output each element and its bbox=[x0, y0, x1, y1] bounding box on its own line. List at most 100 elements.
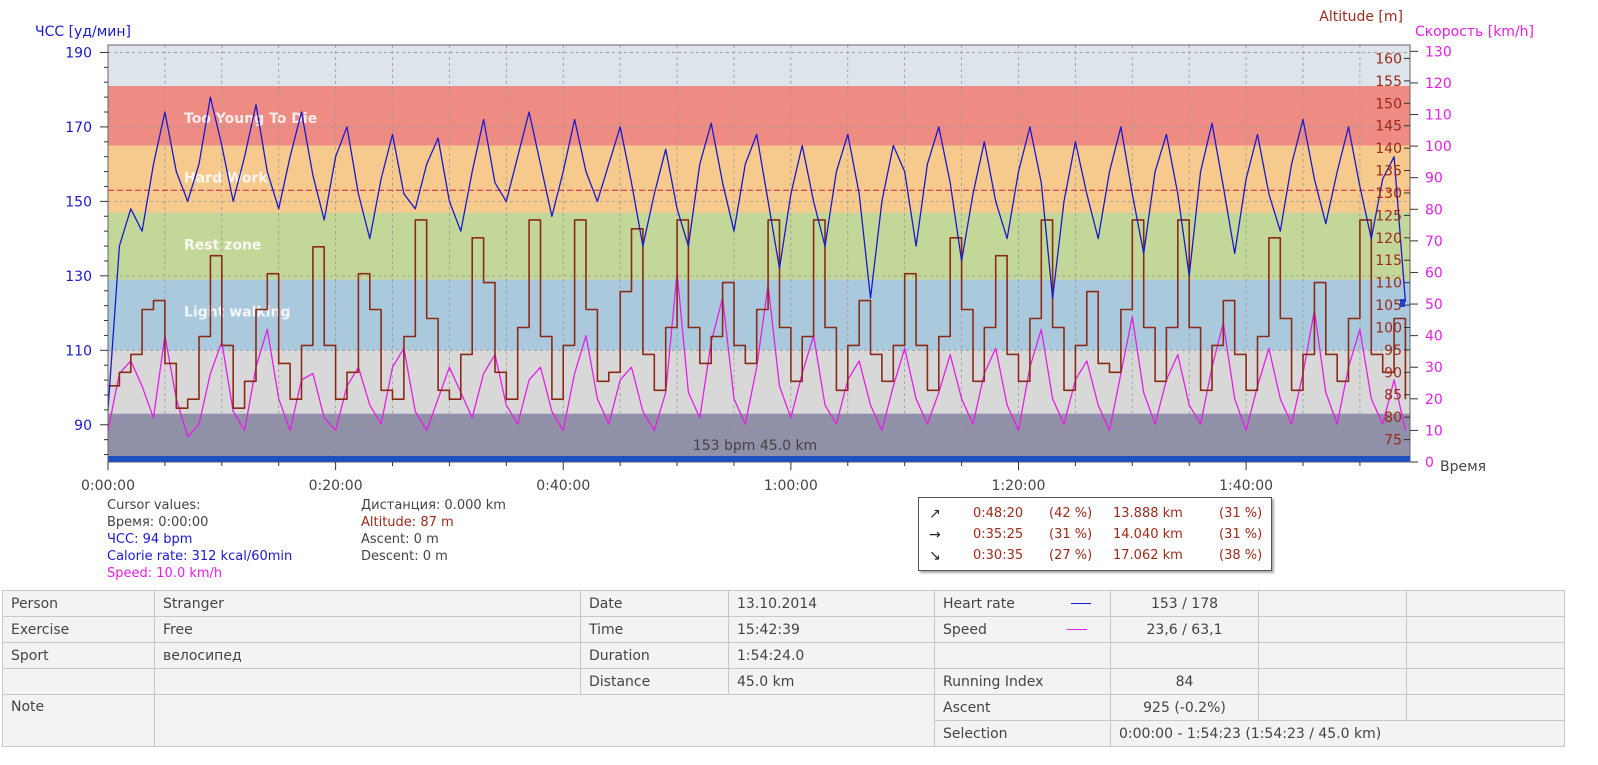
arrow-up-right-icon: ↗ bbox=[929, 506, 941, 522]
speed-tick-label: 120 bbox=[1425, 76, 1452, 92]
distance-value[interactable]: 45.0 km bbox=[728, 668, 935, 695]
speed-tick-label: 0 bbox=[1425, 455, 1434, 471]
empty-cell bbox=[1406, 616, 1565, 643]
duration-label: Duration bbox=[580, 642, 729, 669]
hr-axis-label: ЧСС [уд/мин] bbox=[35, 24, 131, 40]
hr-zones: Light walking Rest zone Hard Work Too Young… bbox=[108, 45, 1410, 462]
empty-cell bbox=[1258, 616, 1407, 643]
selection-label: Selection bbox=[934, 720, 1111, 747]
slope-row-up: ↗ 0:48:20 (42 %) 13.888 km (31 %) bbox=[919, 506, 1271, 526]
hr-zone bbox=[108, 212, 1410, 280]
table-row: Note Ascent 925 (-0.2%) bbox=[2, 694, 1565, 747]
ascent-label: Ascent bbox=[934, 694, 1111, 721]
hr-tick-label: 170 bbox=[65, 120, 92, 136]
scroll-marker[interactable] bbox=[1400, 299, 1405, 307]
slope-distance-pct: (38 %) bbox=[1219, 548, 1263, 563]
hr-tick-label: 150 bbox=[65, 194, 92, 210]
slope-distance: 14.040 km bbox=[1113, 527, 1183, 542]
table-row: Sport велосипед Duration 1:54:24.0 bbox=[2, 642, 1565, 669]
speed-tick-label: 80 bbox=[1425, 202, 1443, 218]
altitude-tick-label: 160 bbox=[1375, 51, 1402, 67]
sport-label: Sport bbox=[2, 642, 155, 669]
empty-cell bbox=[1406, 694, 1565, 721]
duration-value[interactable]: 1:54:24.0 bbox=[728, 642, 935, 669]
speed-tick-label: 20 bbox=[1425, 392, 1443, 408]
heart-rate-text: Heart rate bbox=[943, 595, 1015, 612]
speed-tick-label: 30 bbox=[1425, 360, 1443, 376]
empty-cell bbox=[934, 642, 1111, 669]
note-label: Note bbox=[2, 694, 155, 747]
x-tick-label: 0:40:00 bbox=[536, 478, 590, 494]
slope-time-pct: (27 %) bbox=[1049, 548, 1093, 563]
speed-tick-label: 130 bbox=[1425, 44, 1452, 60]
altitude-tick-label: 120 bbox=[1375, 231, 1402, 247]
speed-tick-label: 50 bbox=[1425, 297, 1443, 313]
hr-zone bbox=[108, 279, 1410, 351]
slope-row-down: ↘ 0:30:35 (27 %) 17.062 km (38 %) bbox=[919, 548, 1271, 568]
date-value[interactable]: 13.10.2014 bbox=[728, 590, 935, 617]
slope-time-pct: (31 %) bbox=[1049, 527, 1093, 542]
speed-legend-swatch bbox=[1066, 629, 1087, 630]
date-label: Date bbox=[580, 590, 729, 617]
person-value[interactable]: Stranger bbox=[154, 590, 581, 617]
altitude-tick-label: 130 bbox=[1375, 186, 1402, 202]
slope-row-flat: → 0:35:25 (31 %) 14.040 km (31 %) bbox=[919, 527, 1271, 547]
altitude-tick-label: 140 bbox=[1375, 141, 1402, 157]
note-field[interactable] bbox=[154, 694, 935, 747]
series bbox=[107, 96, 1407, 438]
cursor-values-panel: Cursor values: Время: 0:00:00 ЧСС: 94 bp… bbox=[107, 497, 292, 582]
speed-tick-label: 110 bbox=[1425, 108, 1452, 124]
hr-tick-label: 90 bbox=[74, 418, 92, 434]
altitude-tick-label: 135 bbox=[1375, 164, 1402, 180]
x-tick-label: 1:20:00 bbox=[991, 478, 1045, 494]
hr-legend-swatch bbox=[1070, 603, 1091, 604]
distance-bar bbox=[108, 456, 1410, 462]
slope-time: 0:30:35 bbox=[973, 548, 1024, 563]
slope-time: 0:35:25 bbox=[973, 527, 1024, 542]
cursor-speed: Speed: 10.0 km/h bbox=[107, 566, 223, 581]
empty-cell bbox=[1258, 694, 1407, 721]
slope-time-pct: (42 %) bbox=[1049, 506, 1093, 521]
speed-tick-label: 90 bbox=[1425, 171, 1443, 187]
altitude-tick-label: 145 bbox=[1375, 119, 1402, 135]
slope-summary-box: ↗ 0:48:20 (42 %) 13.888 km (31 %) → 0:35… bbox=[918, 497, 1272, 571]
cursor-distance: Дистанция: 0.000 km bbox=[361, 498, 506, 513]
exercise-chart[interactable]: Light walking Rest zone Hard Work Too Young… bbox=[0, 0, 1598, 590]
arrow-down-right-icon: ↘ bbox=[929, 548, 941, 564]
empty-cell bbox=[1258, 590, 1407, 617]
cursor-altitude: Altitude: 87 m bbox=[361, 515, 454, 530]
slope-distance-pct: (31 %) bbox=[1219, 527, 1263, 542]
cursor-time: Время: 0:00:00 bbox=[107, 515, 209, 530]
altitude-tick-label: 105 bbox=[1375, 298, 1402, 314]
x-tick-label: 0:00:00 bbox=[81, 478, 135, 494]
cursor-values-title: Cursor values: bbox=[107, 498, 201, 513]
center-annotation: 153 bpm 45.0 km bbox=[693, 438, 817, 454]
speed-tick-label: 40 bbox=[1425, 329, 1443, 345]
series-line-speed bbox=[107, 271, 1407, 438]
zone-label: Hard Work bbox=[184, 171, 268, 187]
zone-label: Too Young To Die bbox=[184, 111, 317, 127]
slope-distance: 13.888 km bbox=[1113, 506, 1183, 521]
cursor-descent: Descent: 0 m bbox=[361, 549, 448, 564]
hr-tick-label: 130 bbox=[65, 269, 92, 285]
x-tick-label: 1:40:00 bbox=[1219, 478, 1273, 494]
altitude-tick-label: 75 bbox=[1384, 433, 1402, 449]
speed-axis-label: Скорость [km/h] bbox=[1415, 24, 1534, 40]
distance-label: Distance bbox=[580, 668, 729, 695]
axes: 9011013015017019075808590951001051101151… bbox=[65, 44, 1451, 494]
heart-rate-value: 153 / 178 bbox=[1110, 590, 1259, 617]
altitude-tick-label: 110 bbox=[1375, 276, 1402, 292]
exercise-value[interactable]: Free bbox=[154, 616, 581, 643]
speed-tick-label: 60 bbox=[1425, 265, 1443, 281]
sport-value[interactable]: велосипед bbox=[154, 642, 581, 669]
time-value[interactable]: 15:42:39 bbox=[728, 616, 935, 643]
empty-cell bbox=[1406, 590, 1565, 617]
hr-zone bbox=[108, 145, 1410, 213]
series-line-altitude bbox=[108, 219, 1407, 409]
altitude-tick-label: 155 bbox=[1375, 74, 1402, 90]
cursor-hr: ЧСС: 94 bpm bbox=[107, 532, 193, 547]
heart-rate-label: Heart rate bbox=[934, 590, 1111, 617]
speed-tick-label: 70 bbox=[1425, 234, 1443, 250]
altitude-tick-label: 125 bbox=[1375, 208, 1402, 224]
hr-zone bbox=[108, 350, 1410, 414]
